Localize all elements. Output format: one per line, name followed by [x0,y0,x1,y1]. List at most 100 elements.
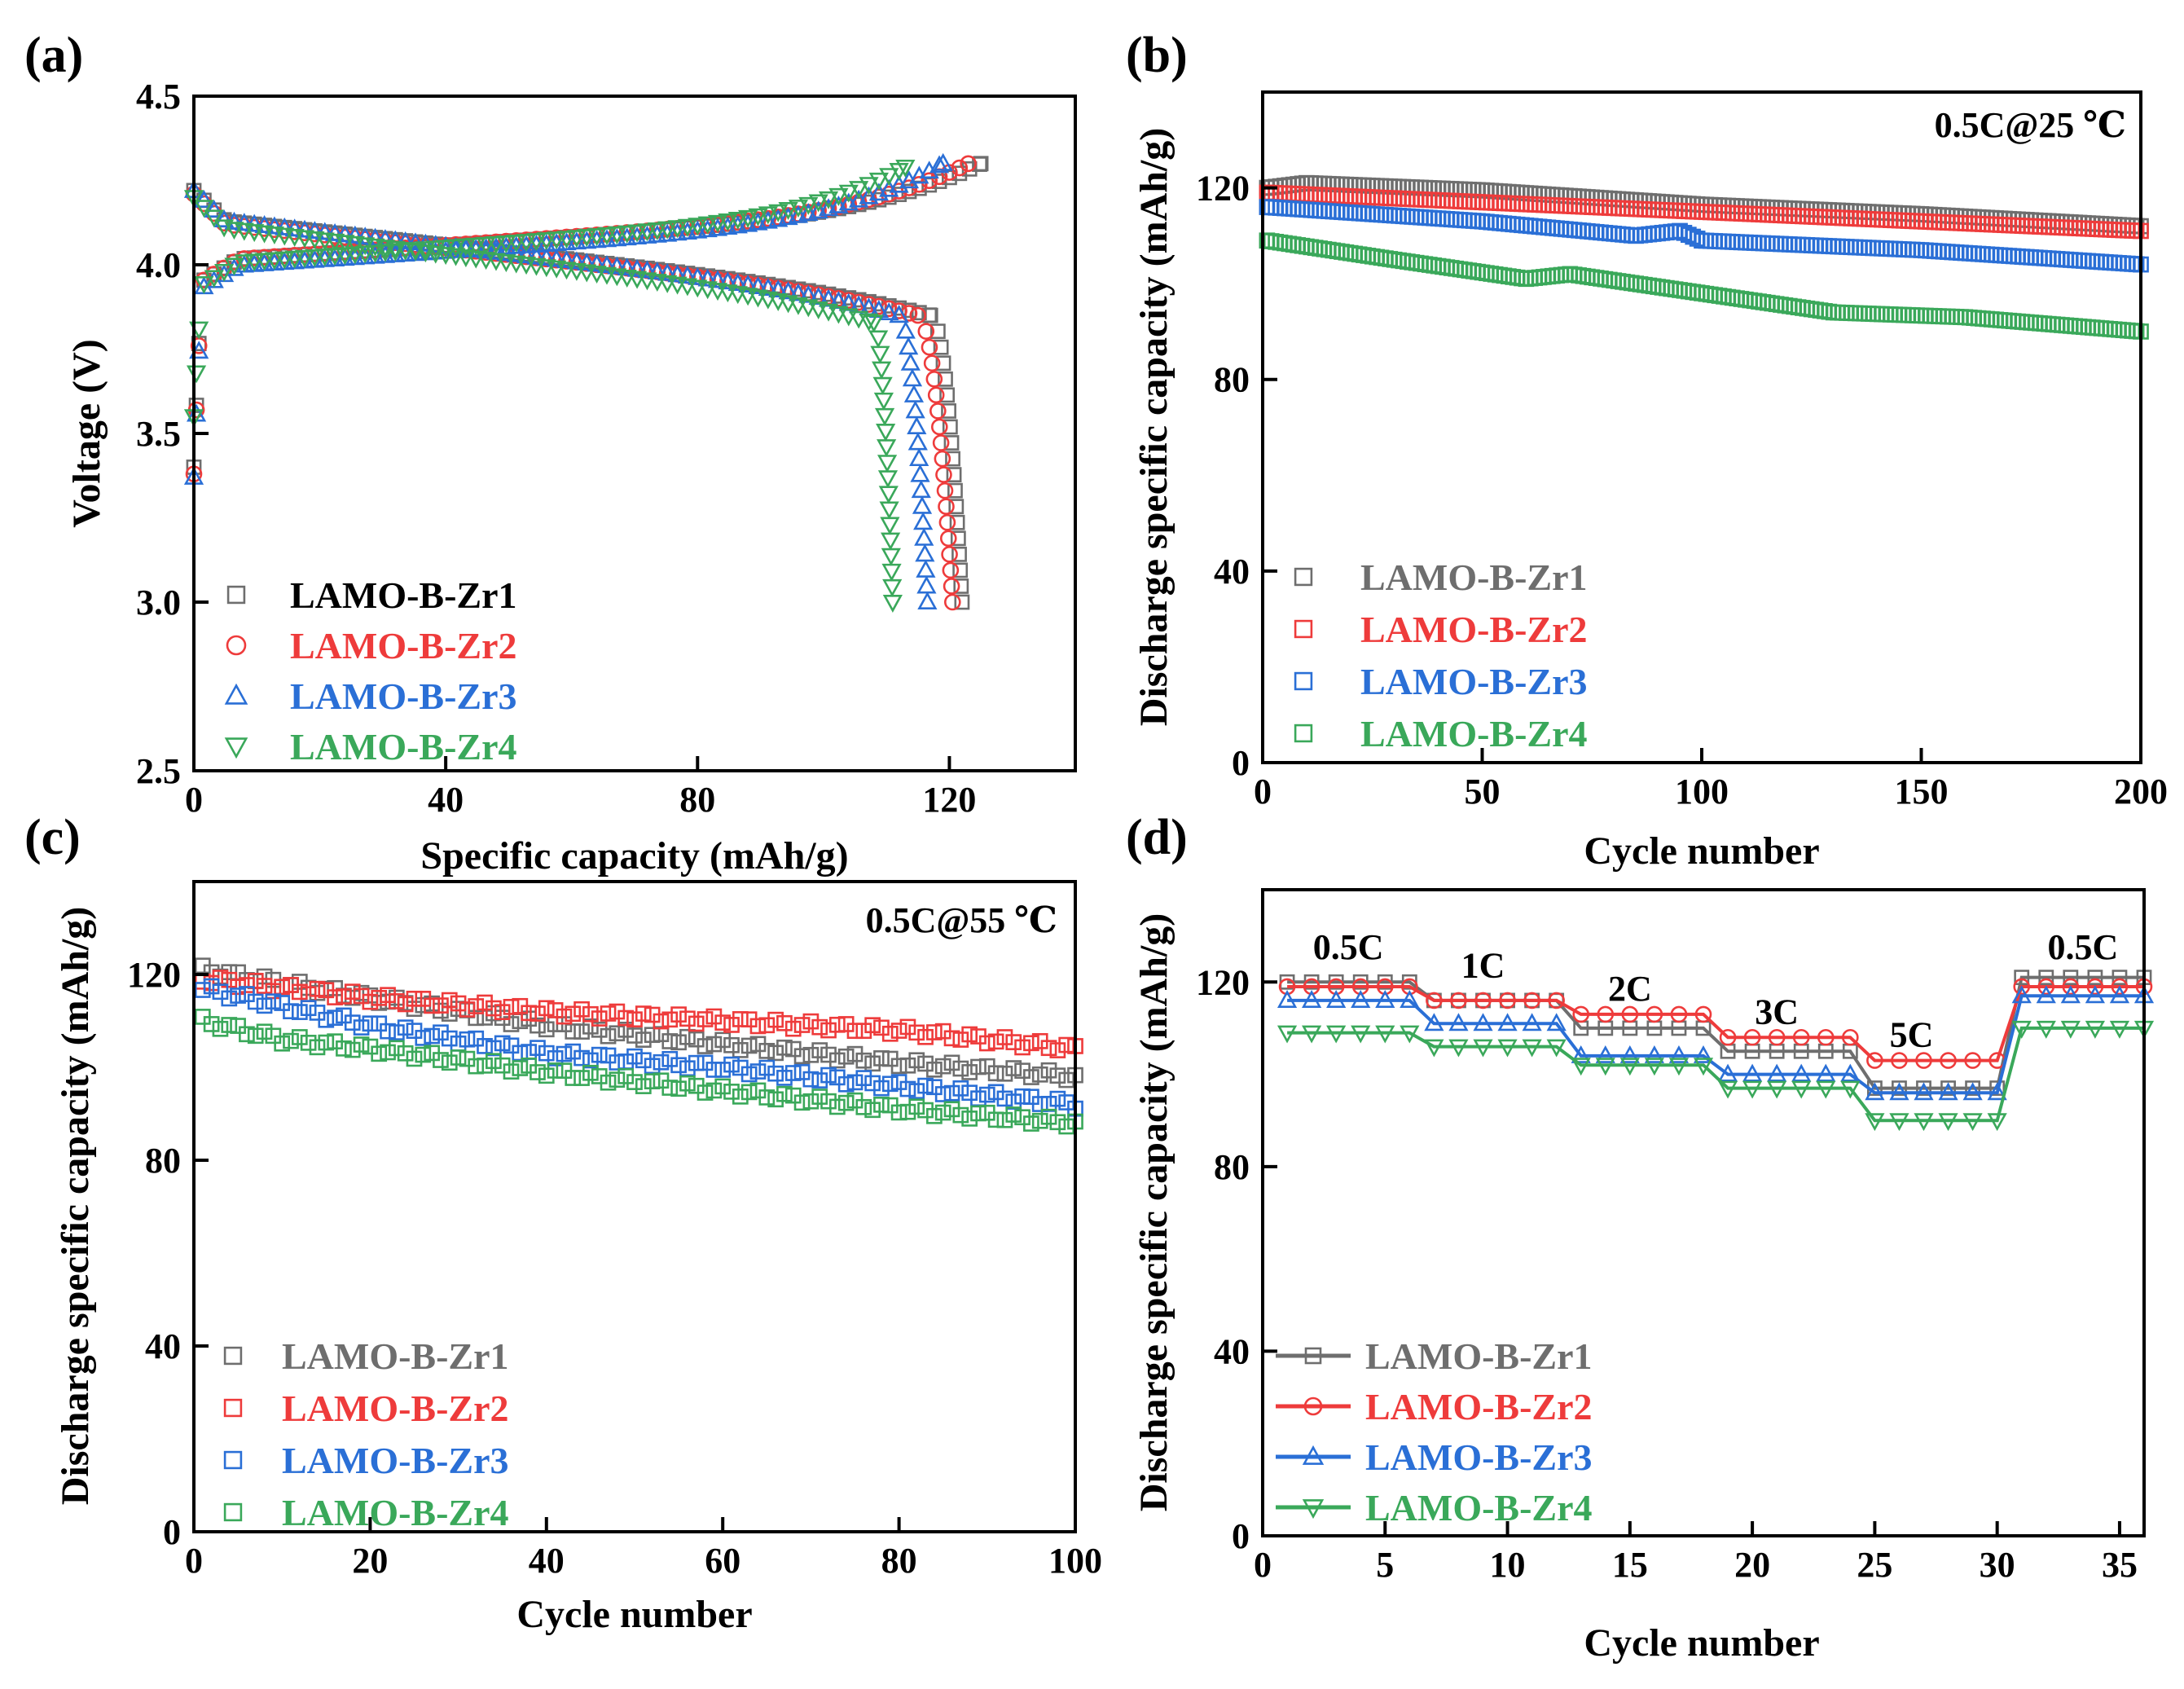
data-point [881,1075,899,1093]
data-point [1628,200,1644,218]
data-point [697,216,718,235]
data-point [1595,1045,1615,1063]
data-point [1023,1115,1039,1132]
data-point [1847,305,1864,322]
data-point [912,495,933,514]
data-point [556,231,577,249]
x-tick-label: 100 [1048,1541,1102,1581]
data-point [1724,234,1741,250]
data-point [2027,249,2044,266]
data-point [503,1063,520,1080]
data-point [526,246,547,265]
data-point [943,1084,960,1102]
data-point [230,1018,246,1034]
data-point [748,208,768,227]
plot-area-d [1277,970,2155,1132]
legend-label-lamo-b-zr4: LAMO-B-Zr4 [1360,713,1588,754]
data-point [758,1017,776,1034]
data-point [1821,238,1838,254]
data-point [1593,224,1609,241]
data-point [1610,226,1627,243]
data-point [1575,222,1592,240]
data-point [829,1098,846,1115]
data-point [679,1075,696,1092]
data-point [486,1000,502,1017]
data-point [591,1010,608,1027]
data-point [697,1084,714,1101]
data-point [425,245,446,264]
data-point [2115,255,2132,272]
data-point [707,270,728,288]
data-point [905,400,925,419]
series-lamo-b-zr4 [1259,232,2149,340]
data-point [1566,188,1583,205]
data-point [679,1010,696,1027]
x-tick-label: 30 [1980,1545,2015,1585]
data-point [1900,241,1917,258]
data-point [224,257,244,276]
data-point [647,224,667,243]
data-point [921,172,938,190]
data-point [1755,235,1772,252]
data-point [536,232,556,251]
data-point [1452,212,1469,228]
legend-marker [226,585,246,605]
data-point [1852,239,1868,256]
data-point [1717,1063,1738,1082]
data-point [556,1008,573,1025]
data-point [1058,1118,1075,1135]
data-point [1523,992,1540,1009]
data-point [872,376,893,395]
data-point [1049,1042,1066,1058]
data-point [486,253,507,271]
rate-labels-d: 0.5C 1C 2C 3C 5C 0.5C [1313,927,2118,1055]
data-point [758,1089,776,1106]
data-point [855,1098,872,1115]
data-point [793,1094,811,1111]
data-point [873,392,894,411]
data-point [934,1086,951,1102]
data-point [881,1025,899,1042]
data-point [565,1023,582,1040]
data-point [1957,244,1974,262]
data-point [1742,1063,1763,1082]
data-point [264,252,285,271]
legend-label-lamo-b-zr3: LAMO-B-Zr3 [290,675,517,717]
data-point [935,466,952,483]
data-point [1773,235,1789,253]
data-point [1619,227,1636,244]
data-point [256,1023,273,1040]
data-point [365,238,385,257]
data-point [1992,247,2009,264]
data-point [512,1060,529,1076]
data-point [1839,305,1855,321]
data-point [878,486,899,504]
data-point [365,227,385,246]
data-point [688,1015,705,1032]
data-point [1005,1060,1022,1076]
data-point [1878,306,1895,323]
data-point [908,1052,925,1069]
data-point [1474,992,1492,1009]
data-point [768,204,789,222]
data-point [732,1088,749,1105]
x-tick-label: 0 [185,1541,203,1581]
data-point [1040,1062,1057,1079]
data-point [1938,1113,1958,1132]
legend-label-lamo-b-zr1: LAMO-B-Zr1 [290,574,517,616]
data-point [626,227,648,245]
data-point [234,222,254,241]
data-point [521,1005,538,1022]
data-point [899,1018,916,1036]
data-point [1786,236,1803,253]
data-point [1424,1013,1444,1031]
data-point [516,245,537,264]
data-point [1909,241,1925,258]
data-point [1961,309,1978,326]
data-point [1644,1058,1664,1076]
data-point [1764,235,1781,252]
data-point [1799,237,1816,253]
data-point [1803,237,1820,253]
data-point [1882,306,1899,323]
